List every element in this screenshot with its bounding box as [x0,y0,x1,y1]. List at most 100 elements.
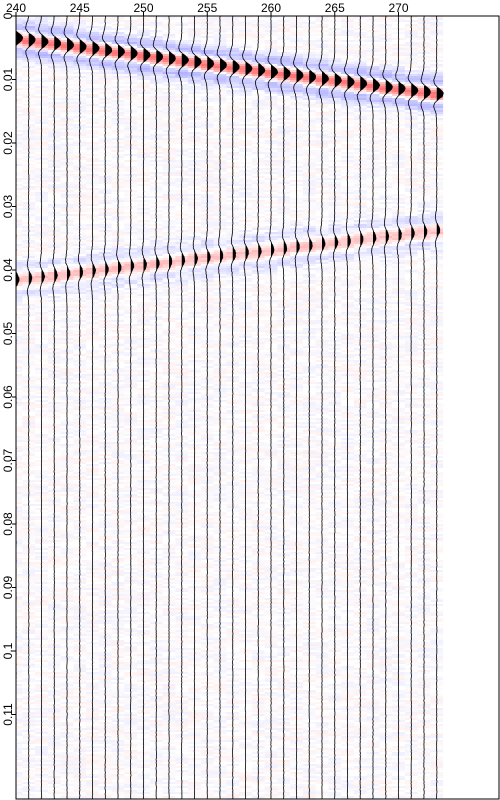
density-cell [16,254,23,256]
density-cell [16,24,23,26]
density-cell [60,258,74,260]
density-cell [111,60,125,62]
density-cell [16,22,23,24]
density-cell [175,270,189,272]
density-cell [22,48,36,50]
density-cell [60,34,74,36]
density-cell [86,30,99,32]
density-cell [188,278,201,280]
density-cell [200,48,214,50]
density-cell [16,616,23,618]
density-cell [99,286,112,288]
density-cell [47,30,61,32]
density-cell [60,60,74,62]
density-cell [16,44,23,46]
density-cell [16,184,23,186]
density-cell [137,74,150,76]
density-cell [86,56,99,58]
density-cell [73,54,87,56]
density-cell [162,272,176,274]
density-cell [16,656,23,658]
density-cell [73,286,87,288]
density-cell [60,32,74,34]
density-cell [48,256,61,258]
density-cell [16,214,23,216]
density-cell [111,34,125,36]
density-cell [111,286,125,288]
density-cell [163,280,176,282]
density-cell [35,28,48,30]
density-cell [200,80,214,82]
density-cell [99,30,112,32]
density-cell [16,284,23,286]
density-cell [16,266,23,268]
density-cell [47,262,61,264]
density-cell [35,58,48,60]
density-cell [149,70,163,72]
density-cell [16,264,23,266]
density-cell [73,36,87,38]
density-cell [60,254,74,256]
density-cell [86,260,99,262]
density-cell [175,246,189,248]
density-cell [175,80,189,82]
density-cell [16,750,23,752]
density-cell [16,726,23,728]
density-cell [16,54,23,56]
density-cell [47,26,61,28]
density-cell [111,254,125,256]
density-cell [98,256,112,258]
density-cell [22,258,35,260]
density-cell [60,54,74,56]
density-cell [47,54,61,56]
density-cell [16,80,23,82]
density-cell [175,72,189,74]
density-cell [16,76,23,78]
density-cell [73,256,87,258]
density-cell [47,64,61,66]
density-cell [149,272,163,274]
density-cell [16,700,23,702]
density-cell [175,250,189,252]
density-cell [150,64,163,66]
density-cell [16,302,23,304]
density-cell [16,732,23,734]
density-cell [111,38,125,40]
density-cell [16,114,23,116]
density-cell [200,84,214,86]
density-cell [35,24,48,26]
density-cell [162,80,176,82]
density-cell [16,646,23,648]
density-cell [35,26,48,28]
density-cell [16,164,23,166]
density-cell [188,44,201,46]
density-cell [16,430,23,432]
density-cell [16,562,23,564]
density-cell [22,58,36,60]
density-cell [111,280,125,282]
density-cell [188,74,201,76]
density-cell [86,34,99,36]
density-cell [175,278,189,280]
density-cell [35,54,48,56]
density-cell [60,52,74,54]
density-cell [16,130,23,132]
density-cell [188,40,201,42]
density-cell [16,32,23,34]
density-cell [200,52,214,54]
density-cell [188,72,201,74]
density-cell [111,256,125,258]
density-cell [16,336,23,338]
density-cell [200,86,214,88]
density-cell [175,240,188,242]
density-cell [98,26,112,28]
density-cell [200,76,214,78]
density-cell [16,78,23,80]
density-cell [188,70,201,72]
density-cell [111,282,125,284]
density-cell [16,222,23,224]
density-cell [188,244,201,246]
density-cell [175,272,189,274]
density-cell [137,276,150,278]
density-cell [60,36,74,38]
